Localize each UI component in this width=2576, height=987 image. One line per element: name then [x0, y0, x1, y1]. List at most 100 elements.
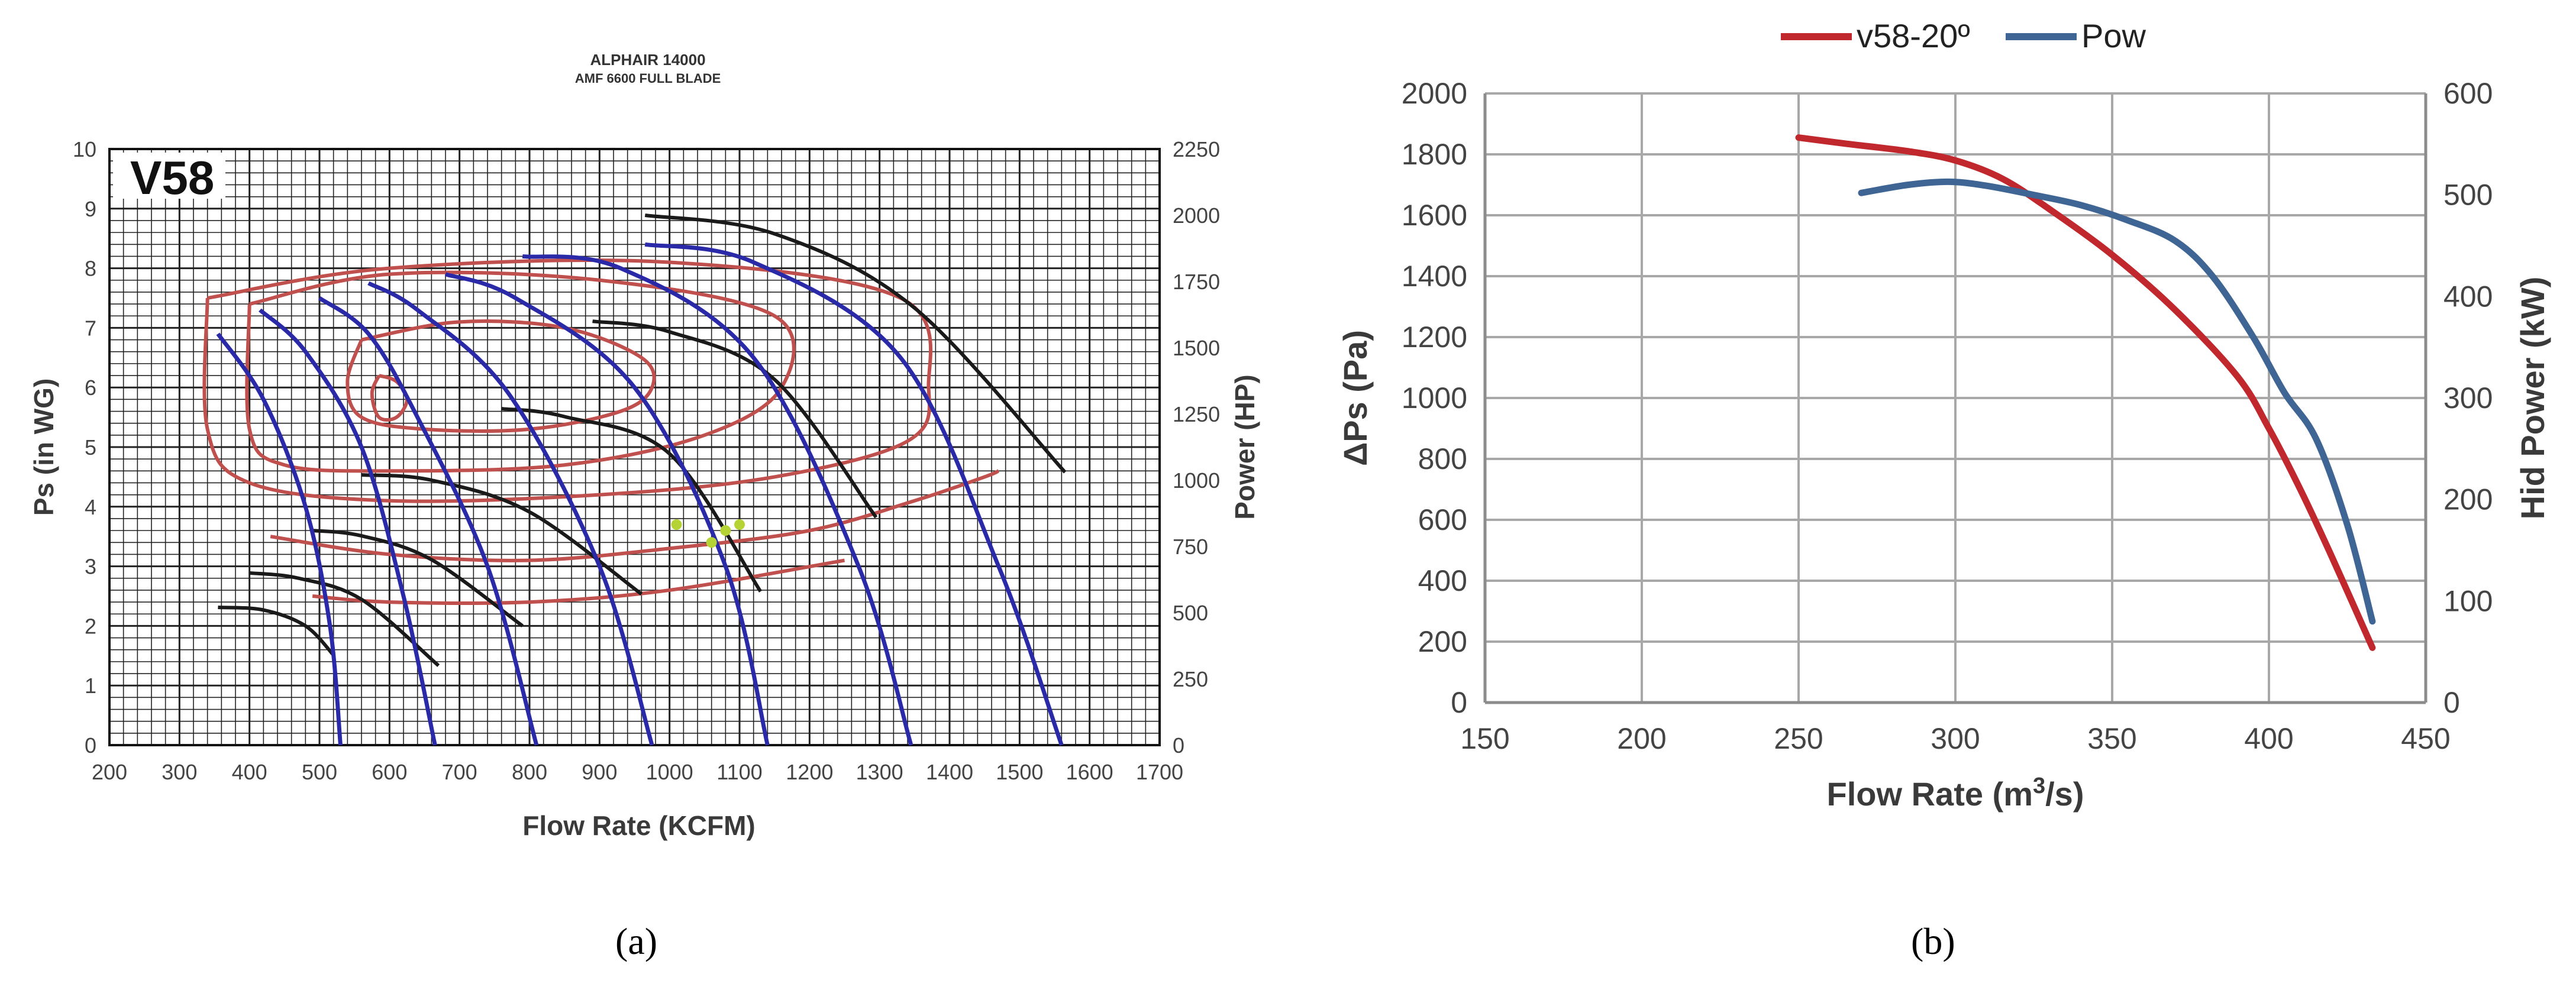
legend-b: v58-20º Pow — [1781, 17, 2146, 54]
y2-tick-a: 750 — [1173, 535, 1208, 559]
pressure-curve — [444, 272, 770, 746]
x-tick-b: 350 — [2087, 722, 2136, 755]
pressure-curve — [644, 242, 1064, 746]
y2-tick-a: 0 — [1173, 733, 1184, 758]
y-tick-b: 200 — [1418, 625, 1467, 658]
pressure-curve — [318, 296, 539, 746]
y-tick-a: 8 — [85, 257, 96, 281]
pressure-curve — [216, 332, 343, 746]
y-tick-a: 10 — [73, 137, 96, 161]
y-tick-b: 2000 — [1402, 77, 1467, 110]
x-tick-a: 200 — [92, 760, 127, 784]
y-tick-b: 1400 — [1402, 260, 1467, 293]
series-line — [1858, 178, 2376, 625]
y-axis-label-a: Ps (in WG) — [28, 378, 59, 516]
y-tick-b: 0 — [1451, 686, 1467, 719]
y-tick-b: 600 — [1418, 503, 1467, 536]
x-tick-a: 800 — [512, 760, 547, 784]
x-tick-a: 1300 — [856, 760, 903, 784]
x-axis-label-b-main: Flow Rate (m — [1827, 775, 2033, 813]
chart-a: 200 300 400 500 6 0 0 700 800 900 1000 1100 1200 1300… — [28, 51, 1260, 841]
y2-axis-label-a: Power (HP) — [1229, 374, 1260, 519]
x-tick-a: 1600 — [1066, 760, 1113, 784]
y-axis-label-b: ΔPs (Pa) — [1337, 330, 1374, 466]
corner-label-bg — [113, 153, 225, 199]
x-tick-a: 500 — [302, 760, 337, 784]
y2-tick-a: 2250 — [1173, 137, 1220, 161]
x-tick-b: 150 — [1460, 722, 1509, 755]
legend-label: v58-20º — [1857, 17, 1970, 54]
y2-tick-b: 500 — [2443, 179, 2493, 212]
caption-b: (b) — [1911, 920, 1955, 962]
grid-a — [108, 148, 1161, 746]
x-tick-a: 1200 — [786, 760, 833, 784]
grid-b — [1484, 92, 2427, 704]
chart-subtitle-a: AMF 6600 FULL BLADE — [575, 71, 721, 86]
x-tick-b: 200 — [1617, 722, 1666, 755]
y-tick-b: 1800 — [1402, 138, 1467, 171]
power-curve — [218, 606, 335, 656]
y2-tick-b: 100 — [2443, 584, 2493, 617]
y2-tick-b: 300 — [2443, 381, 2493, 415]
pressure-curve — [367, 281, 654, 746]
power-curve — [592, 319, 878, 519]
corner-label: V58 — [130, 151, 214, 204]
power-curve — [249, 571, 440, 667]
y2-tick-a: 1500 — [1173, 336, 1220, 360]
pressure-curve — [259, 308, 437, 746]
efficiency-contour — [370, 374, 409, 422]
y-tick-b: 1200 — [1402, 321, 1467, 354]
legend-label: Pow — [2081, 17, 2146, 54]
x-tick-a: 300 — [162, 760, 197, 784]
x-tick-a: 1400 — [926, 760, 973, 784]
power-curve — [501, 407, 763, 593]
y-tick-a: 7 — [85, 316, 96, 340]
efficiency-contour — [312, 558, 845, 606]
operating-point — [734, 519, 745, 530]
power-curve — [312, 529, 524, 627]
y-tick-b: 1600 — [1402, 199, 1467, 232]
x-tick-a: 1100 — [716, 760, 762, 784]
efficiency-contour — [202, 258, 933, 503]
y-tick-a: 4 — [85, 495, 96, 519]
efficiency-contour — [346, 319, 656, 433]
x-tick-a: 900 — [582, 760, 617, 784]
y-tick-a: 3 — [85, 555, 96, 579]
efficiency-contour — [245, 270, 796, 473]
y2-axis-label-b: Hid Power (kW) — [2514, 277, 2551, 520]
y2-tick-b: 400 — [2443, 280, 2493, 313]
x-tick-b: 250 — [1774, 722, 1823, 755]
power-curve — [644, 213, 1067, 474]
operating-point — [671, 519, 682, 530]
y-tick-a: 2 — [85, 614, 96, 638]
x-tick-a: 700 — [442, 760, 477, 784]
x-tick-b: 400 — [2244, 722, 2293, 755]
y-tick-b: 1000 — [1402, 381, 1467, 415]
y-tick-a: 1 — [85, 674, 96, 698]
x-tick-b: 300 — [1931, 722, 1980, 755]
y2-tick-a: 1750 — [1173, 270, 1220, 294]
x-tick-a: 400 — [232, 760, 267, 784]
x-axis-label-b: Flow Rate (m3/s) — [1827, 774, 2084, 813]
y2-tick-b: 0 — [2443, 686, 2460, 719]
plot-frame-a — [108, 148, 1161, 746]
chart-b: 150 200 250 300 350 400 4500200400600800100012… — [1337, 17, 2551, 813]
series-line — [1795, 134, 2376, 651]
chart-title-a: ALPHAIR 14000 — [590, 51, 705, 69]
x-tick-b: 450 — [2401, 722, 2450, 755]
y-tick-a: 0 — [85, 733, 96, 758]
y2-tick-a: 1250 — [1173, 402, 1220, 426]
caption-a: (a) — [615, 920, 658, 962]
pressure-curve — [522, 254, 913, 746]
y2-tick-a: 2000 — [1173, 203, 1220, 228]
y2-tick-b: 200 — [2443, 483, 2493, 516]
y2-tick-b: 600 — [2443, 77, 2493, 110]
y-tick-a: 5 — [85, 435, 96, 459]
y2-tick-a: 250 — [1173, 667, 1208, 691]
y-tick-a: 6 — [85, 376, 96, 400]
x-tick-a: 1000 — [646, 760, 693, 784]
x-tick-a: 1500 — [996, 760, 1043, 784]
efficiency-contour — [270, 469, 1000, 562]
y-tick-a: 9 — [85, 197, 96, 221]
